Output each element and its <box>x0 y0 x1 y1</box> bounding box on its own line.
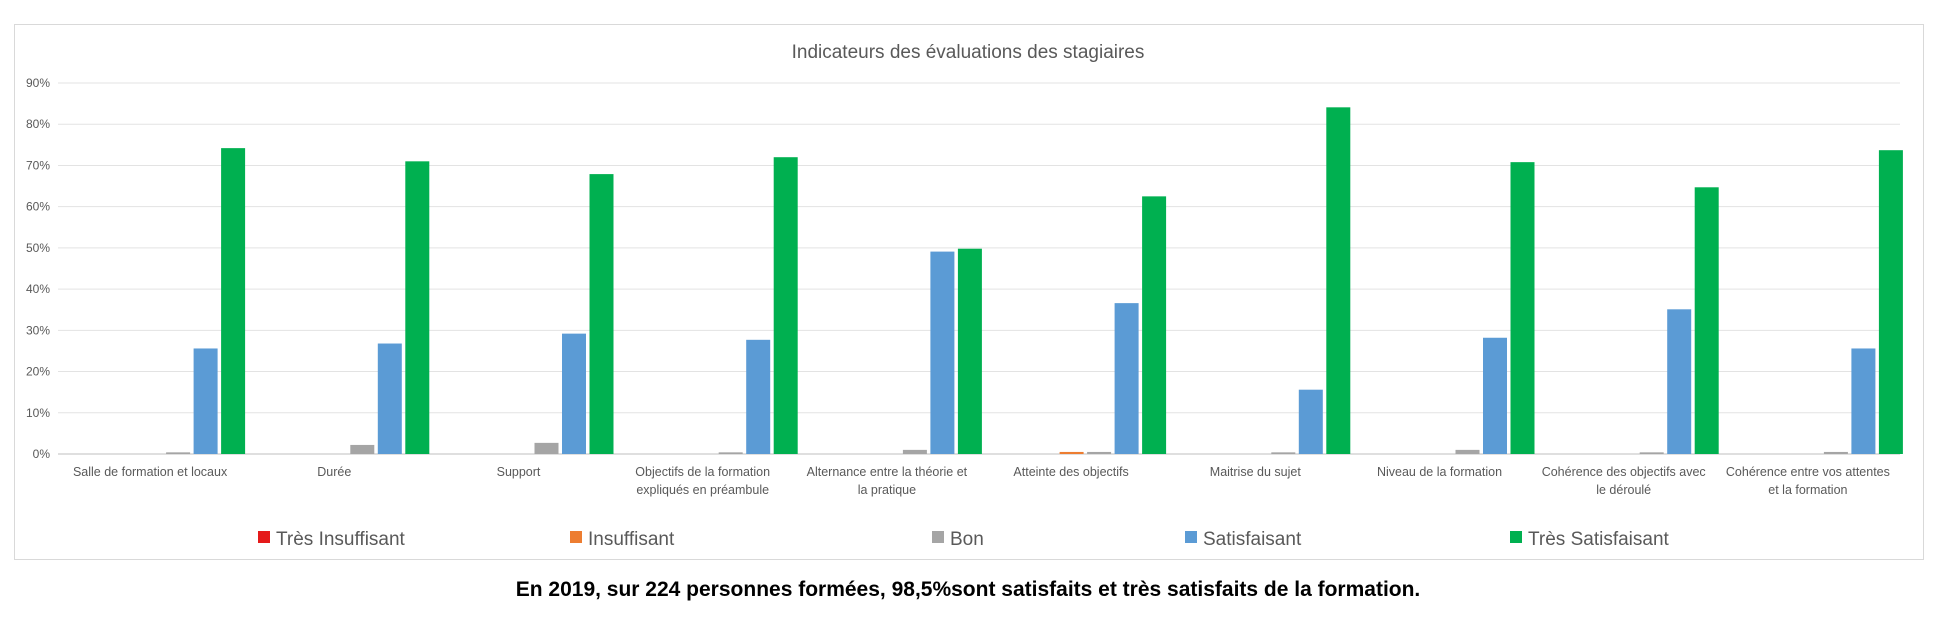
bar-satisfaisant <box>1851 348 1876 454</box>
bar-bon <box>902 449 927 454</box>
bars <box>166 107 1903 455</box>
bar-satisfaisant <box>746 339 771 454</box>
bar-bon <box>350 444 375 454</box>
legend-label: Très Insuffisant <box>276 529 406 550</box>
bar-satisfaisant <box>1483 337 1507 454</box>
bar-satisfaisant <box>1667 309 1692 454</box>
bar-satisfaisant <box>377 343 402 454</box>
legend-label: Très Satisfaisant <box>1528 529 1670 550</box>
legend-swatch <box>932 531 944 543</box>
bar-tres-satisfaisant <box>1510 162 1535 454</box>
y-tick-label: 30% <box>26 323 50 337</box>
legend-label: Insuffisant <box>588 529 675 550</box>
legend-swatch <box>258 531 270 543</box>
x-axis-labels: Salle de formation et locaux Durée Support… <box>73 465 1890 497</box>
legend-swatch <box>1185 531 1197 543</box>
y-tick-label: 40% <box>26 282 50 296</box>
chart-title: Indicateurs des évaluations des stagiair… <box>792 42 1145 63</box>
gridlines <box>58 82 1900 455</box>
bar-tres-satisfaisant <box>221 148 246 454</box>
bar-tres-satisfaisant <box>1694 187 1719 454</box>
summary-caption: En 2019, sur 224 personnes formées, 98,5… <box>515 578 1421 601</box>
y-tick-label: 50% <box>26 241 50 255</box>
bar-tres-satisfaisant <box>957 248 982 454</box>
legend-label: Satisfaisant <box>1203 529 1302 550</box>
y-tick-label: 70% <box>26 158 50 172</box>
bar-bon <box>1455 449 1480 454</box>
bar-satisfaisant <box>562 333 586 454</box>
x-category-label: Salle de formation et locaux <box>73 465 228 479</box>
x-category-label: expliqués en préambule <box>636 483 769 497</box>
bar-tres-satisfaisant <box>1326 107 1351 455</box>
x-category-label: Niveau de la formation <box>1377 465 1502 479</box>
bar-tres-satisfaisant <box>405 161 430 455</box>
x-category-label: Cohérence des objectifs avec <box>1542 465 1706 479</box>
y-tick-label: 0% <box>33 447 51 461</box>
bar-satisfaisant <box>1114 303 1139 454</box>
bar-bon <box>1087 451 1112 454</box>
bar-satisfaisant <box>1298 389 1323 454</box>
x-category-label: Support <box>497 465 541 479</box>
y-tick-label: 80% <box>26 117 50 131</box>
bar-bon <box>166 452 191 454</box>
y-tick-label: 90% <box>26 76 50 90</box>
x-category-label: Atteinte des objectifs <box>1013 465 1128 479</box>
y-tick-label: 10% <box>26 406 50 420</box>
x-category-label: le déroulé <box>1596 483 1651 497</box>
y-tick-label: 20% <box>26 365 50 379</box>
x-category-label: Objectifs de la formation <box>635 465 770 479</box>
x-category-label: Cohérence entre vos attentes <box>1726 465 1890 479</box>
bar-satisfaisant <box>930 251 955 454</box>
y-tick-label: 60% <box>26 200 50 214</box>
bar-tres-satisfaisant <box>589 174 614 454</box>
legend: Très Insuffisant Insuffisant Bon Satisfaisa… <box>258 529 1670 550</box>
x-category-label: Alternance entre la théorie et <box>807 465 968 479</box>
bar-satisfaisant <box>193 348 218 454</box>
bar-bon <box>1639 452 1664 454</box>
chart-frame <box>14 24 1924 560</box>
legend-swatch <box>1510 531 1522 543</box>
bar-chart: Indicateurs des évaluations des stagiair… <box>26 42 1903 550</box>
bar-bon <box>718 452 743 454</box>
x-category-label: la pratique <box>858 483 916 497</box>
bar-bon <box>534 442 559 454</box>
bar-tres-satisfaisant <box>773 157 798 454</box>
y-axis-ticks: 0% 10% 20% 30% 40% 50% 60% 70% 80% 90% <box>26 76 50 461</box>
bar-insuffisant <box>1059 451 1084 454</box>
legend-swatch <box>570 531 582 543</box>
x-category-label: Durée <box>317 465 351 479</box>
x-category-label: et la formation <box>1768 483 1847 497</box>
bar-bon <box>1271 452 1296 454</box>
bar-tres-satisfaisant <box>1878 150 1903 455</box>
bar-tres-satisfaisant <box>1142 196 1167 454</box>
bar-bon <box>1823 451 1848 454</box>
legend-label: Bon <box>950 529 984 550</box>
x-category-label: Maitrise du sujet <box>1210 465 1302 479</box>
